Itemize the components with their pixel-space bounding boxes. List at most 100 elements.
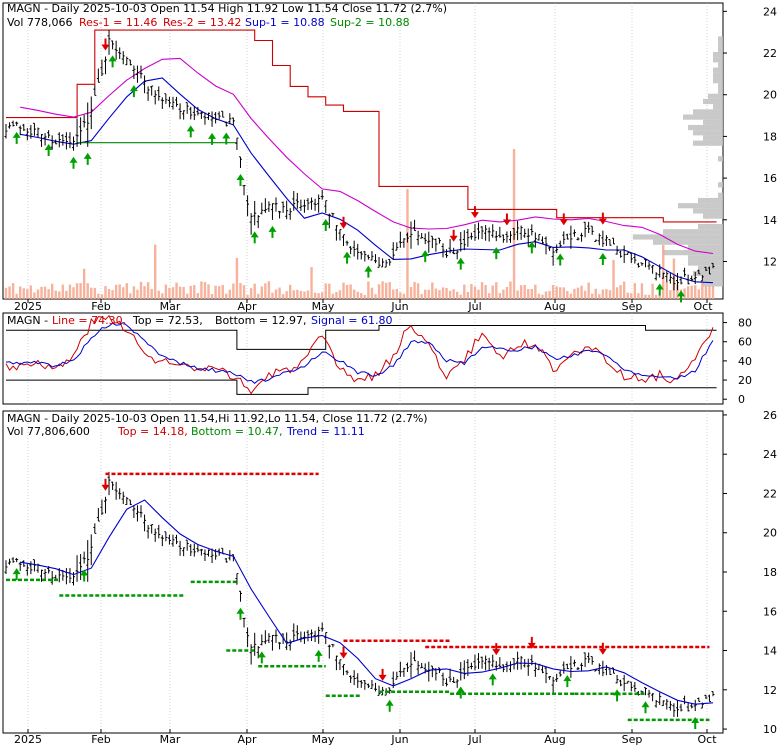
trend-y-tick-label: 24 bbox=[763, 448, 777, 461]
volume-bar bbox=[402, 293, 406, 299]
oscillator-top-band bbox=[6, 325, 717, 350]
volume-bar bbox=[413, 281, 416, 299]
volume-bar bbox=[171, 287, 175, 299]
volume-bar bbox=[434, 288, 438, 299]
volume-bar bbox=[90, 287, 93, 299]
volume-bar bbox=[313, 292, 317, 299]
volume-bar bbox=[701, 281, 704, 299]
volume-bar bbox=[154, 244, 157, 299]
volume-bar bbox=[612, 259, 615, 299]
volume-bar bbox=[640, 283, 644, 299]
volume-bar bbox=[40, 286, 43, 299]
volume-bar bbox=[626, 292, 629, 299]
oscillator-line bbox=[5, 314, 714, 395]
volume-bar bbox=[221, 284, 224, 299]
volume-bar bbox=[50, 283, 54, 299]
trend-buy-arrow bbox=[80, 569, 89, 582]
volume-profile-bar bbox=[718, 46, 723, 52]
price-sell-arrow bbox=[449, 229, 458, 242]
trend-buy-arrow bbox=[236, 607, 245, 620]
volume-profile-bar bbox=[688, 260, 723, 266]
volume-bar bbox=[591, 293, 594, 299]
volume-profile-bar bbox=[663, 229, 723, 235]
volume-profile-bar bbox=[653, 239, 723, 245]
volume-bar bbox=[260, 286, 263, 299]
trend-x-tick-label: Mar bbox=[160, 733, 181, 745]
volume-bar bbox=[573, 288, 576, 299]
volume-bar bbox=[100, 294, 104, 299]
volume-bar bbox=[669, 290, 672, 299]
trend-buy-arrow bbox=[456, 686, 465, 699]
volume-profile-bar bbox=[703, 213, 723, 219]
panel-frame-1 bbox=[2, 2, 724, 300]
volume-profile-bar bbox=[693, 109, 723, 115]
volume-bar bbox=[697, 289, 700, 299]
trend-y-tick-label: 26 bbox=[763, 409, 777, 422]
price-x-tick-label: Oct bbox=[693, 300, 713, 313]
volume-bar bbox=[342, 282, 345, 299]
volume-bar bbox=[406, 189, 409, 299]
volume-profile-bar bbox=[718, 41, 723, 47]
volume-bar bbox=[356, 291, 359, 299]
trend-y-tick-label: 10 bbox=[763, 723, 777, 736]
volume-bar bbox=[619, 285, 622, 299]
volume-bar bbox=[47, 289, 50, 299]
volume-bar bbox=[274, 289, 278, 299]
price-x-tick-label: Jun bbox=[390, 300, 408, 313]
volume-bar bbox=[630, 293, 633, 299]
volume-profile-bar bbox=[688, 124, 723, 131]
price-buy-arrow bbox=[208, 132, 217, 145]
trend-x-tick-label: Aug bbox=[544, 733, 565, 745]
volume-bar bbox=[310, 267, 313, 299]
volume-bar bbox=[253, 283, 256, 299]
price-x-tick-label: Apr bbox=[237, 300, 257, 313]
volume-bar bbox=[157, 290, 160, 299]
trend-y-tick-label: 20 bbox=[763, 527, 777, 540]
price-x-tick-label: May bbox=[312, 300, 335, 313]
trend-sell-arrow bbox=[339, 646, 348, 659]
volume-bar bbox=[200, 281, 203, 299]
volume-bar bbox=[8, 286, 11, 299]
volume-bar bbox=[502, 289, 505, 299]
price-buy-arrow bbox=[44, 143, 53, 156]
volume-bar bbox=[196, 293, 200, 299]
trend-buy-arrow bbox=[641, 701, 650, 714]
volume-bar bbox=[399, 292, 402, 299]
price-x-tick-label: Mar bbox=[160, 300, 181, 313]
volume-bar bbox=[217, 286, 221, 299]
volume-bar bbox=[164, 284, 168, 299]
volume-bar bbox=[562, 287, 565, 299]
trend-sell-arrow bbox=[378, 668, 387, 681]
volume-bar bbox=[363, 294, 367, 299]
volume-bar bbox=[566, 290, 569, 299]
trend-y-tick-label: 16 bbox=[763, 605, 777, 618]
trend-legend-item: Top = 14.18, bbox=[117, 425, 188, 438]
volume-bar bbox=[466, 292, 470, 299]
volume-bar bbox=[239, 283, 242, 299]
volume-bar bbox=[484, 285, 487, 299]
volume-bar bbox=[608, 290, 612, 299]
volume-bar bbox=[118, 284, 121, 299]
volume-bar bbox=[26, 289, 29, 299]
volume-bar bbox=[168, 287, 171, 299]
volume-bar bbox=[551, 284, 555, 299]
volume-bar bbox=[367, 281, 370, 299]
volume-bar bbox=[587, 282, 590, 299]
volume-bar bbox=[139, 281, 143, 299]
trend-buy-arrow bbox=[488, 673, 497, 686]
volume-bar bbox=[4, 287, 8, 299]
volume-bar bbox=[278, 287, 281, 299]
price-buy-arrow bbox=[655, 283, 664, 296]
volume-bar bbox=[416, 283, 420, 299]
price-title: MAGN - Daily 2025-10-03 Open 11.54 High … bbox=[7, 2, 447, 15]
volume-bar bbox=[541, 294, 544, 299]
volume-bar bbox=[555, 286, 558, 299]
oscillator-title-part: Bottom = 12.97, bbox=[215, 314, 307, 327]
volume-profile-bar bbox=[693, 208, 723, 214]
volume-bar bbox=[473, 286, 477, 299]
price-buy-arrow bbox=[268, 225, 277, 238]
trend-sell-arrow bbox=[492, 643, 501, 656]
volume-bar bbox=[75, 283, 79, 299]
oscillator-title-part: Signal = 61.80 bbox=[311, 314, 393, 327]
volume-bar bbox=[370, 287, 374, 299]
